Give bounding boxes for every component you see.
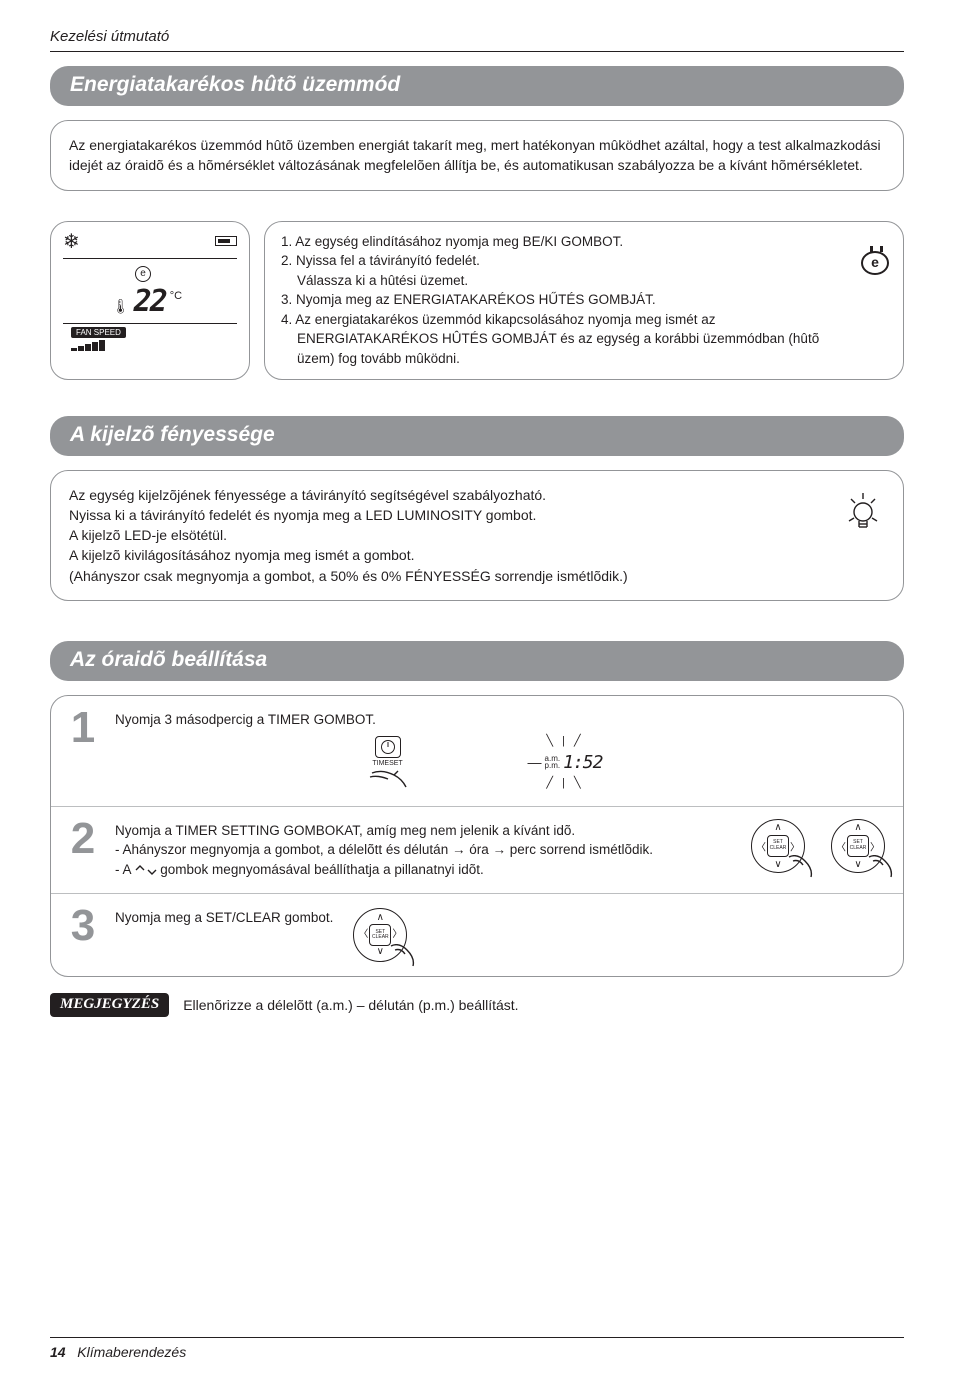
eco-plug-icon: e — [861, 246, 891, 276]
s1-step3: 3. Nyomja meg az ENERGIATAKARÉKOS HŰTÉS … — [281, 290, 843, 310]
time-display-icon: ╲ | ╱ — a.m. p.m. 1:52 ╱ | ╲ — [528, 734, 603, 792]
step-3: 3 Nyomja meg a SET/CLEAR gombot. ∧ ∨ 〈 〉… — [51, 894, 903, 976]
step1-num: 1 — [65, 708, 101, 748]
ampm-bot: p.m. — [545, 763, 561, 770]
footer-label: Klímaberendezés — [77, 1344, 186, 1360]
step2-l3: - A gombok megnyomásával beállíthatja a … — [115, 860, 737, 880]
fan-bars-icon — [71, 340, 237, 351]
step3-text: Nyomja meg a SET/CLEAR gombot. — [115, 908, 333, 928]
s2-line3: A kijelzõ LED-je elsötétül. — [69, 525, 885, 545]
s2-line1: Az egység kijelzõjének fényessége a távi… — [69, 485, 885, 505]
section1-intro-box: Az energiatakarékos üzemmód hûtõ üzemben… — [50, 120, 904, 191]
timeset-label: TIMESET — [372, 759, 402, 769]
step2-l1: Nyomja a TIMER SETTING GOMBOKAT, amíg me… — [115, 821, 737, 841]
step-2: 2 Nyomja a TIMER SETTING GOMBOKAT, amíg … — [51, 807, 903, 895]
step1-text: Nyomja 3 másodpercig a TIMER GOMBOT. — [115, 710, 885, 730]
timeset-button-icon: TIMESET — [368, 736, 408, 789]
s2-line4: A kijelzõ kivilágosításához nyomja meg i… — [69, 545, 885, 565]
remote-temp: 22 — [134, 284, 166, 319]
timer-steps-box: 1 Nyomja 3 másodpercig a TIMER GOMBOT. T… — [50, 695, 904, 977]
s1-step4b: ENERGIATAKARÉKOS HÛTÉS GOMBJÁT és az egy… — [281, 329, 843, 368]
dpad-icon-2: ∧ ∨ 〈 〉 SET CLEAR — [831, 819, 885, 873]
section2-title: A kijelzõ fényessége — [50, 416, 904, 456]
s2-line2: Nyissa ki a távirányító fedelét és nyomj… — [69, 505, 885, 525]
eco-icon-small: e — [135, 266, 151, 282]
remote-display: ❄ e 🌡 22 °C FAN SPEED — [50, 221, 250, 380]
top-rule — [50, 51, 904, 52]
step3-num: 3 — [65, 906, 101, 946]
bulb-icon — [845, 491, 881, 535]
footer-page-num: 14 — [50, 1344, 66, 1360]
snowflake-icon: ❄ — [63, 232, 80, 252]
time-digits: 1:52 — [563, 750, 602, 776]
section3-title: Az óraidõ beállítása — [50, 641, 904, 681]
s1-step1: 1. Az egység elindításához nyomja meg BE… — [281, 232, 843, 252]
step2-num: 2 — [65, 819, 101, 859]
section1-instructions: 1. Az egység elindításához nyomja meg BE… — [264, 221, 904, 380]
dpad-icon-3: ∧ ∨ 〈 〉 SET CLEAR — [353, 908, 407, 962]
note-row: MEGJEGYZÉS Ellenõrizze a délelõtt (a.m.)… — [50, 993, 904, 1017]
remote-temp-unit: °C — [170, 290, 182, 302]
page-header: Kezelési útmutató — [50, 28, 904, 45]
eco-letter: e — [861, 251, 889, 275]
note-text: Ellenõrizze a délelõtt (a.m.) – délután … — [183, 997, 518, 1013]
step2-l2: - Ahányszor megnyomja a gombot, a délelõ… — [115, 840, 737, 860]
section2-box: Az egység kijelzõjének fényessége a távi… — [50, 470, 904, 601]
s1-step4a: 4. Az energiatakarékos üzemmód kikapcsol… — [281, 310, 843, 330]
note-badge: MEGJEGYZÉS — [50, 993, 169, 1017]
section1-intro-text: Az energiatakarékos üzemmód hûtõ üzemben… — [69, 137, 881, 173]
dpad-icon-1: ∧ ∨ 〈 〉 SET CLEAR — [751, 819, 805, 873]
s1-step2b: Válassza ki a hûtési üzemet. — [281, 271, 843, 291]
step-1: 1 Nyomja 3 másodpercig a TIMER GOMBOT. T… — [51, 696, 903, 807]
s1-step2: 2. Nyissa fel a távirányító fedelét. — [281, 251, 843, 271]
s2-line5: (Ahányszor csak megnyomja a gombot, a 50… — [69, 566, 885, 586]
fan-speed-label: FAN SPEED — [71, 327, 126, 338]
section1-title: Energiatakarékos hûtõ üzemmód — [50, 66, 904, 106]
thermometer-icon: 🌡 — [112, 298, 130, 315]
page-footer: 14 Klímaberendezés — [50, 1337, 904, 1360]
battery-icon — [215, 236, 237, 246]
